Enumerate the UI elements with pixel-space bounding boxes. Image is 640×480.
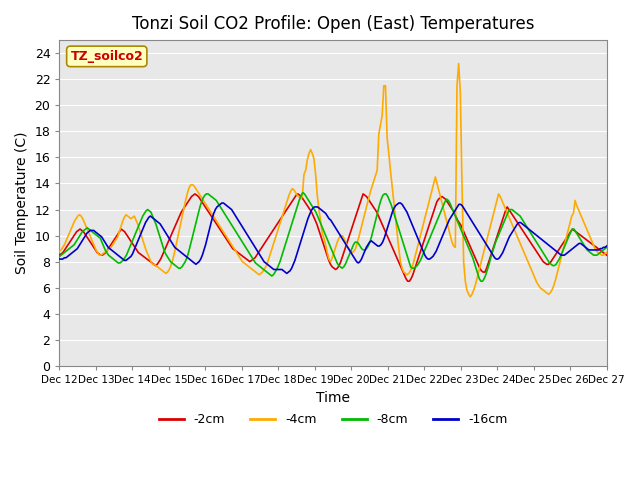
X-axis label: Time: Time: [316, 391, 350, 405]
Legend: -2cm, -4cm, -8cm, -16cm: -2cm, -4cm, -8cm, -16cm: [154, 408, 513, 432]
Text: TZ_soilco2: TZ_soilco2: [70, 50, 143, 63]
Title: Tonzi Soil CO2 Profile: Open (East) Temperatures: Tonzi Soil CO2 Profile: Open (East) Temp…: [132, 15, 534, 33]
Y-axis label: Soil Temperature (C): Soil Temperature (C): [15, 132, 29, 274]
